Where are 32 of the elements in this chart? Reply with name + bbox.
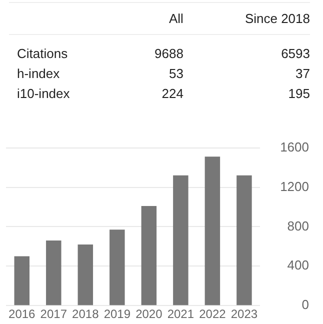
x-tick-label: 2017 xyxy=(40,307,68,322)
text: All xyxy=(127,2,184,34)
bar xyxy=(236,175,252,306)
x-tick-label: 2020 xyxy=(136,307,163,322)
text: 195 xyxy=(287,84,310,102)
bar xyxy=(78,244,94,306)
text: Since 2018 xyxy=(183,2,310,34)
text: 9688 xyxy=(154,44,184,62)
x-tick-label: 2022 xyxy=(199,307,226,322)
x-tick-label: 2019 xyxy=(104,307,131,322)
text: 224 xyxy=(160,84,184,102)
text: Citations xyxy=(16,44,69,62)
y-tick-label: 1200 xyxy=(280,178,309,194)
x-tick-label: 2023 xyxy=(230,307,258,322)
text: 37 xyxy=(294,64,310,82)
bar xyxy=(173,175,188,306)
text: 6593 xyxy=(280,44,310,62)
y-tick-label: 800 xyxy=(287,218,309,234)
y-tick-label: 400 xyxy=(287,258,309,273)
y-tick-label: 1600 xyxy=(280,139,309,154)
y-tick-label: 0 xyxy=(302,297,309,312)
bar xyxy=(204,156,220,306)
bar xyxy=(46,240,62,306)
x-tick-label: 2018 xyxy=(72,307,100,322)
bar xyxy=(141,206,157,306)
text: 53 xyxy=(168,64,184,82)
x-tick-label: 2016 xyxy=(8,307,36,322)
x-tick-label: 2021 xyxy=(167,307,194,322)
bar xyxy=(110,230,125,306)
text: i10-index xyxy=(16,84,71,102)
bar xyxy=(14,256,30,306)
text: h-index xyxy=(16,64,61,82)
